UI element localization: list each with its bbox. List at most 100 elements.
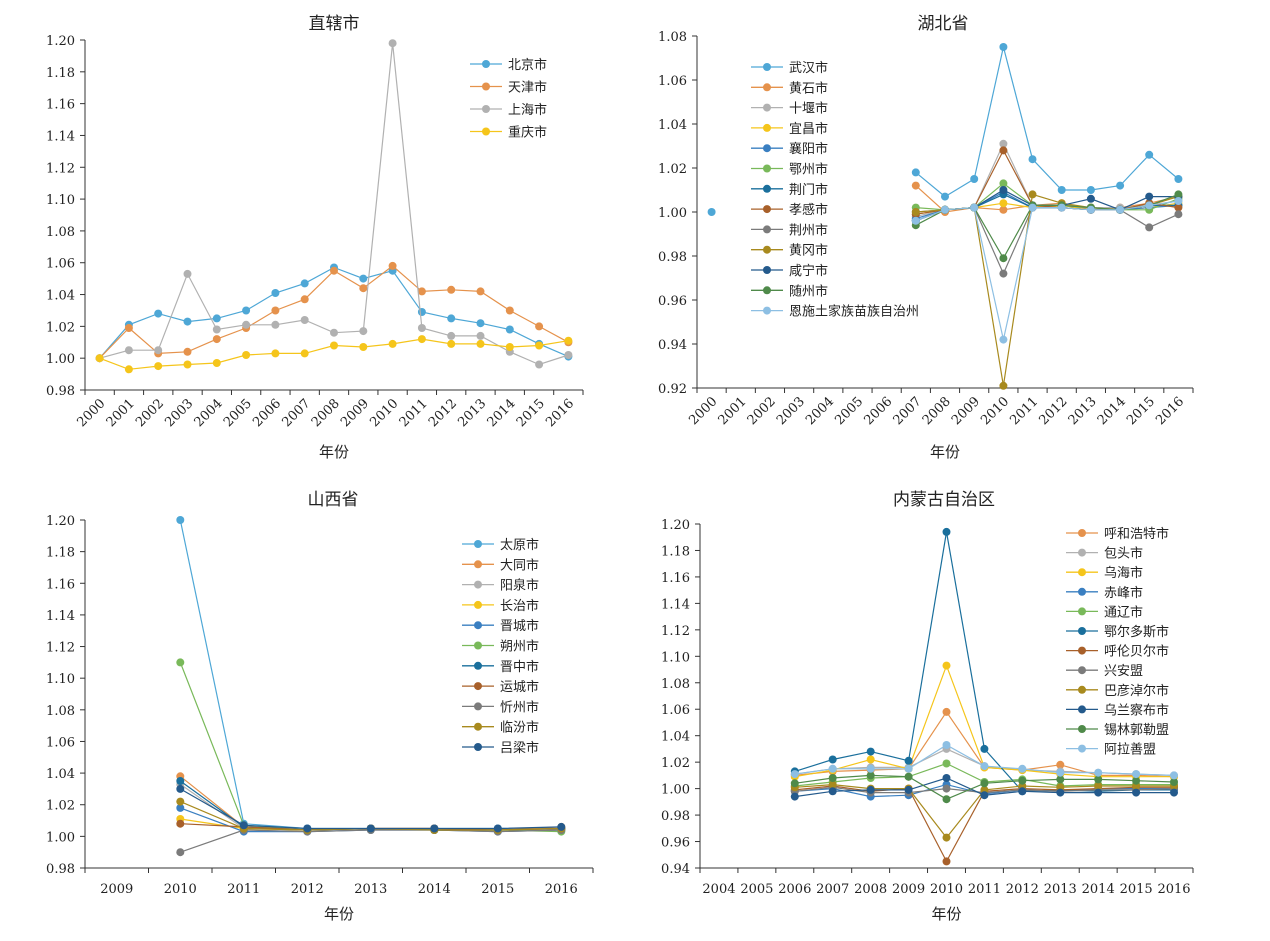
data-point xyxy=(1116,181,1125,190)
y-tick-label: 1.00 xyxy=(46,352,75,367)
x-tick-label: 2007 xyxy=(891,394,925,428)
legend-swatch-marker xyxy=(474,743,482,751)
data-point xyxy=(176,819,185,828)
legend-swatch-marker xyxy=(1078,568,1086,577)
data-point xyxy=(124,346,133,355)
x-tick-label: 2010 xyxy=(978,394,1012,428)
data-point xyxy=(212,314,221,323)
data-point xyxy=(271,289,280,297)
data-point xyxy=(212,325,221,334)
y-tick-label: 1.00 xyxy=(661,783,690,798)
legend-swatch-marker xyxy=(474,600,482,609)
legend-label: 十堰市 xyxy=(789,101,828,117)
data-point xyxy=(942,857,951,866)
data-point xyxy=(417,324,426,332)
legend-label: 武汉市 xyxy=(789,60,828,76)
legend-label: 咸宁市 xyxy=(789,263,828,279)
data-point xyxy=(866,771,875,780)
legend-swatch-marker xyxy=(474,682,482,691)
data-point xyxy=(1145,223,1154,232)
y-tick-label: 1.06 xyxy=(661,703,690,718)
y-tick-label: 1.14 xyxy=(46,129,75,144)
chart-title: 直辖市 xyxy=(309,14,360,34)
y-tick-label: 1.08 xyxy=(46,225,75,240)
data-point xyxy=(183,347,192,356)
data-point xyxy=(176,803,185,812)
x-tick-label: 2012 xyxy=(426,396,460,430)
data-point xyxy=(911,168,920,177)
y-tick-label: 1.12 xyxy=(46,641,75,656)
data-point xyxy=(300,279,309,288)
legend-swatch-marker xyxy=(763,103,771,112)
legend-swatch-marker xyxy=(763,184,771,193)
data-point xyxy=(212,359,221,367)
data-point xyxy=(476,287,485,296)
data-point xyxy=(828,774,837,782)
data-point xyxy=(1174,190,1183,199)
legend-swatch-marker xyxy=(763,306,771,315)
x-axis-title: 年份 xyxy=(319,443,349,461)
legend-label: 兴安盟 xyxy=(1104,664,1143,679)
data-point xyxy=(999,335,1008,344)
data-point xyxy=(359,274,368,283)
x-tick-label: 2011 xyxy=(968,882,1001,897)
legend-swatch-marker xyxy=(482,82,490,91)
y-tick-label: 1.06 xyxy=(46,735,75,750)
data-point xyxy=(904,772,913,781)
y-tick-label: 1.00 xyxy=(658,206,687,221)
legend-swatch-marker xyxy=(763,266,771,274)
data-point xyxy=(1132,788,1141,797)
legend-swatch-marker xyxy=(763,123,771,132)
data-point xyxy=(239,821,248,830)
x-tick-label: 2011 xyxy=(1007,394,1041,428)
x-tick-label: 2009 xyxy=(100,882,133,897)
legend-swatch-marker xyxy=(763,144,771,153)
y-tick-label: 0.96 xyxy=(658,294,687,309)
x-tick-label: 2005 xyxy=(832,394,866,428)
y-tick-label: 1.10 xyxy=(46,193,75,208)
x-tick-label: 2008 xyxy=(920,394,954,428)
y-tick-label: 1.16 xyxy=(46,98,75,113)
chart-shanxi: 山西省 0.98 1.00 1.02 1.04 1.06 1.08 1.10 1.12 1.14 1… xyxy=(46,490,594,923)
x-tick-label: 2009 xyxy=(338,396,372,430)
y-tick-label: 0.98 xyxy=(46,862,75,877)
data-point xyxy=(557,822,566,831)
data-point xyxy=(1086,205,1095,214)
data-point xyxy=(1094,782,1103,790)
x-axis-title: 年份 xyxy=(931,905,961,923)
data-point xyxy=(1018,776,1027,785)
data-point xyxy=(564,336,573,345)
legend-swatch-marker xyxy=(474,702,482,711)
y-tick-label: 1.02 xyxy=(661,756,690,771)
data-point xyxy=(1056,788,1065,797)
legend-swatch-marker xyxy=(763,164,771,173)
data-point xyxy=(300,295,309,304)
data-point xyxy=(476,339,485,348)
data-point xyxy=(999,205,1008,214)
data-point xyxy=(505,325,514,334)
x-tick-label: 2004 xyxy=(803,394,837,428)
y-tick-label: 1.14 xyxy=(661,597,690,612)
data-point xyxy=(388,39,397,48)
series-1 xyxy=(95,261,573,363)
x-tick-label: 2010 xyxy=(367,396,401,430)
data-point xyxy=(790,770,799,779)
legend-swatch-marker xyxy=(1078,666,1086,675)
x-axis-title: 年份 xyxy=(930,443,960,461)
legend-label: 大同市 xyxy=(500,557,539,573)
legend-label: 锡林郭勒盟 xyxy=(1104,722,1169,738)
series-line xyxy=(794,663,1174,778)
legend-swatch-marker xyxy=(1078,627,1086,635)
data-point xyxy=(1057,186,1066,194)
data-point xyxy=(176,516,185,524)
data-point xyxy=(1174,197,1183,205)
data-point xyxy=(1145,192,1154,201)
legend-label: 呼和浩特市 xyxy=(1104,526,1169,542)
data-point xyxy=(1145,150,1154,159)
data-point xyxy=(176,784,185,793)
data-point xyxy=(911,208,920,216)
x-tick-label: 2014 xyxy=(485,396,519,430)
data-point xyxy=(1028,203,1037,212)
data-point xyxy=(1132,776,1141,785)
data-point xyxy=(300,316,309,324)
